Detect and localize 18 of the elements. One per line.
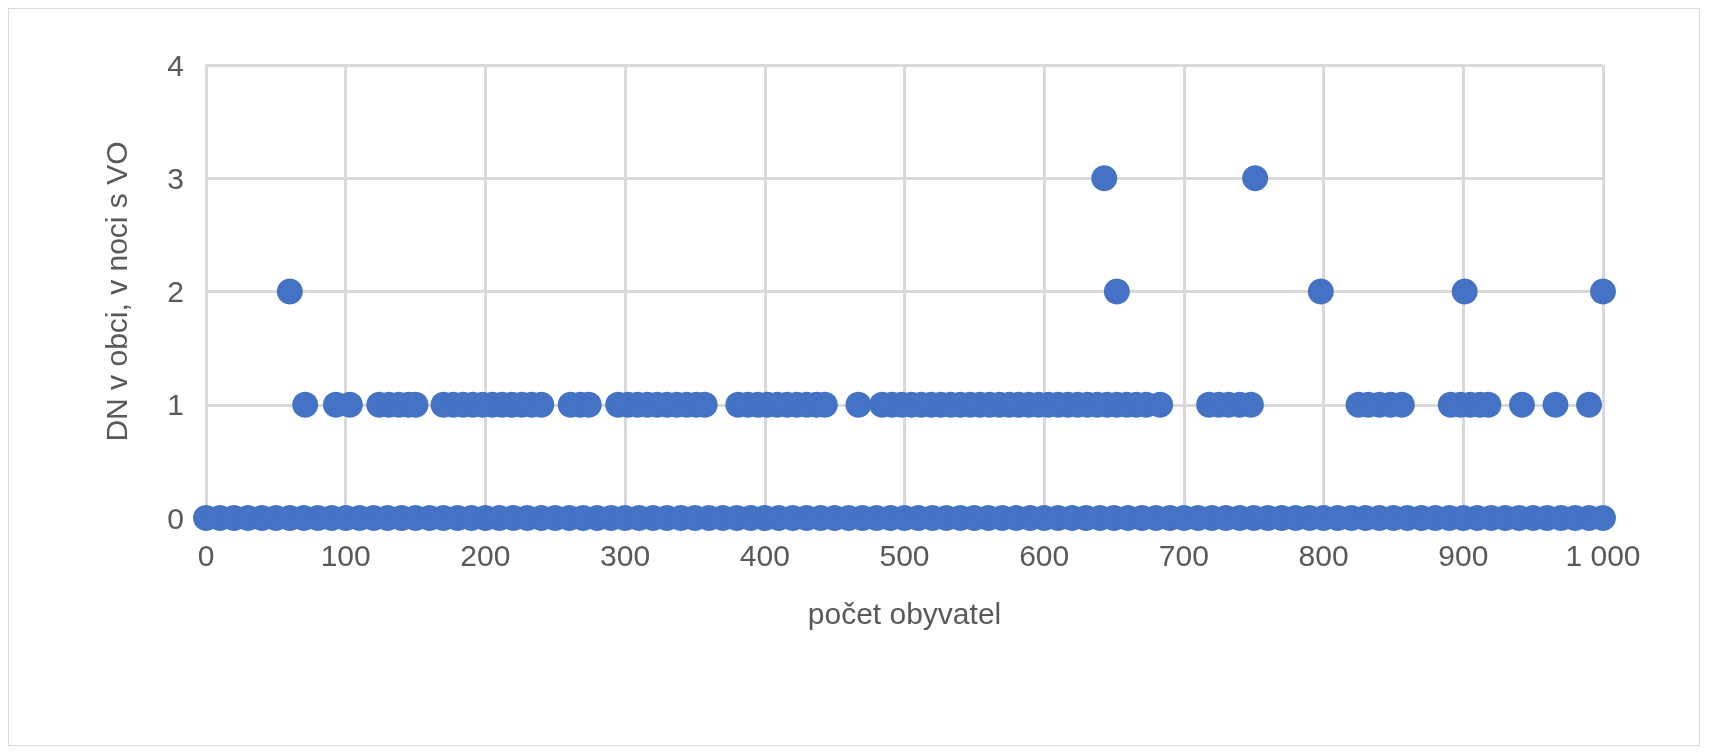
y-axis-title: DN v obci, v noci s VO (99, 141, 133, 442)
x-tick-label: 700 (1158, 538, 1209, 572)
y-tick-label: 0 (167, 501, 184, 535)
y-tick-label: 2 (167, 275, 184, 308)
y-tick-label: 4 (167, 48, 184, 82)
y-tick-label: 1 (167, 388, 184, 422)
x-tick-label: 200 (460, 538, 511, 572)
x-tick-label: 0 (197, 538, 215, 572)
x-tick-label: 900 (1438, 538, 1489, 572)
x-tick-label: 500 (879, 538, 930, 572)
x-tick-label: 600 (1019, 538, 1070, 572)
x-tick-label: 400 (739, 538, 790, 572)
x-axis-title: počet obyvatel (807, 596, 1002, 630)
x-tick-label: 100 (320, 538, 371, 572)
x-tick-label: 300 (600, 538, 651, 572)
x-tick-label: 1 000 (1565, 538, 1641, 572)
x-tick-label: 800 (1298, 538, 1349, 572)
y-tick-label: 3 (167, 161, 184, 195)
